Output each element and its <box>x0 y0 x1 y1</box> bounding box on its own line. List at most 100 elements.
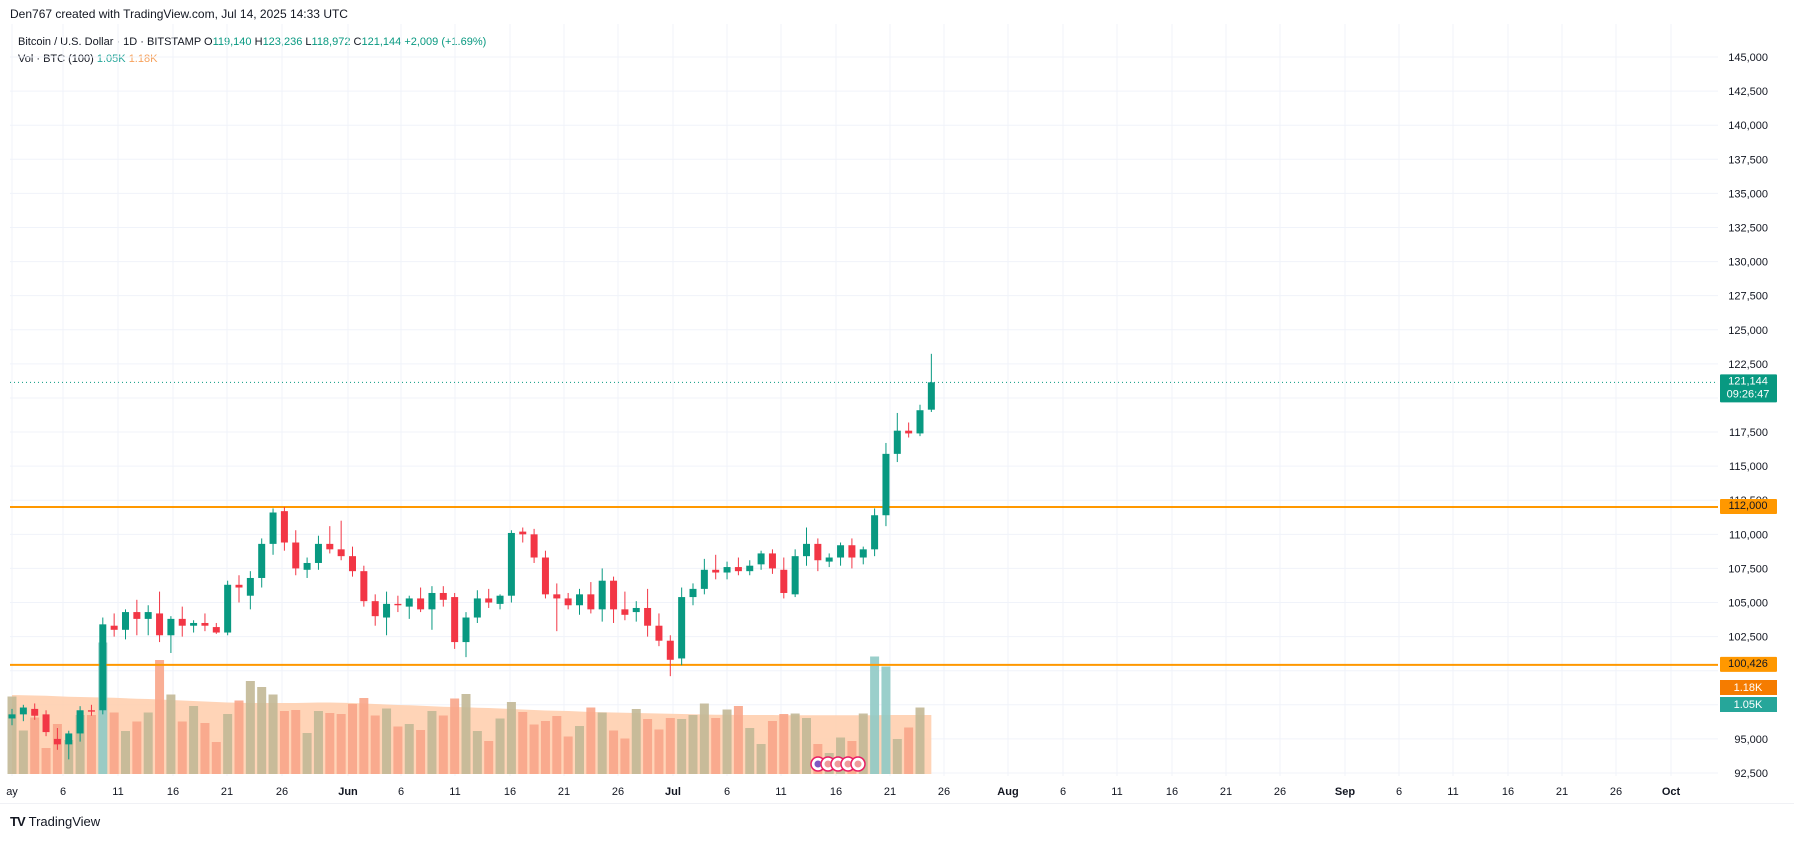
candle-body <box>405 598 413 607</box>
candle-body <box>485 598 493 603</box>
candle-body <box>666 640 674 660</box>
volume-bar <box>767 721 777 774</box>
y-tick-label: 122,500 <box>1728 359 1768 371</box>
price-chart[interactable]: 145,000 142,500 140,000 137,500 135,000 132,5… <box>0 24 1794 804</box>
volume-bar <box>143 712 153 774</box>
volume-bar <box>257 687 267 774</box>
candle-body <box>314 543 322 563</box>
x-tick-label: Oct <box>1662 786 1681 798</box>
volume-bar <box>518 712 528 774</box>
candle-body <box>349 556 356 572</box>
volume-bar <box>802 718 811 774</box>
volume-bar <box>904 727 914 774</box>
candle-body <box>53 738 61 745</box>
volume-bar <box>609 730 619 774</box>
level-badge-text: 112,000 <box>1729 500 1768 512</box>
volume-bar <box>688 715 698 774</box>
volume-bar <box>643 719 653 774</box>
volume-bar <box>348 704 357 774</box>
volume-bar <box>41 748 51 774</box>
x-tick-label: 26 <box>612 786 624 798</box>
volume-bar <box>211 742 221 774</box>
candle-body <box>280 511 288 543</box>
candle-body <box>76 710 84 734</box>
volume-bar <box>484 741 494 774</box>
volume-bar <box>427 711 437 774</box>
candle-body <box>541 557 549 595</box>
candle-body <box>700 569 708 589</box>
y-tick-label: 115,000 <box>1729 461 1768 473</box>
candle-body <box>780 569 788 593</box>
x-tick-label: 11 <box>1447 786 1458 798</box>
candle-body <box>167 618 175 636</box>
candle-body <box>144 612 152 619</box>
x-tick-label: 26 <box>1610 786 1622 798</box>
x-tick-label: 21 <box>221 786 233 798</box>
x-tick-label: 16 <box>167 786 179 798</box>
candle-body <box>439 592 447 600</box>
volume-bar <box>166 694 176 774</box>
volume-label[interactable]: Vol · BTC (100) <box>18 53 94 65</box>
volume-bar <box>30 717 40 774</box>
candle-body <box>746 565 754 572</box>
candle-body <box>8 714 16 719</box>
candle-body <box>507 532 515 596</box>
volume-bar <box>7 696 17 774</box>
candle-body <box>564 598 572 606</box>
x-tick-label: 6 <box>398 786 404 798</box>
level-badge-bg <box>1720 656 1777 672</box>
candle-body <box>31 708 39 716</box>
volume-bar <box>586 707 596 774</box>
volume-bar <box>756 744 766 774</box>
volume-bar <box>552 716 562 774</box>
y-tick-label: 142,500 <box>1728 86 1768 98</box>
volume-ma-badge-text: 1.18K <box>1734 682 1763 694</box>
volume-bar <box>665 718 675 774</box>
candle-body <box>428 592 436 610</box>
price-legend-row: Bitcoin / U.S. Dollar · 1D · BITSTAMP O1… <box>18 34 486 51</box>
y-axis: 145,000 142,500 140,000 137,500 135,000 132,5… <box>1728 52 1768 780</box>
x-tick-label: 6 <box>1060 786 1066 798</box>
candle-body <box>110 625 118 630</box>
candle-body <box>190 622 198 626</box>
candle-body <box>269 512 277 544</box>
volume-bar <box>745 728 755 774</box>
volume-bar <box>245 681 255 774</box>
volume-bar <box>506 702 516 774</box>
volume-bar <box>75 715 85 774</box>
candle-body <box>462 617 470 643</box>
candle-body <box>371 601 379 617</box>
volume-bar <box>915 707 925 774</box>
y-tick-label: 132,500 <box>1728 222 1768 234</box>
y-tick-label: 145,000 <box>1728 52 1768 64</box>
y-tick-label: 137,500 <box>1728 154 1768 166</box>
candle-body <box>519 531 527 535</box>
x-tick-label: 26 <box>1274 786 1286 798</box>
candle-body <box>916 410 924 434</box>
tradingview-brand[interactable]: TV TradingView <box>10 814 100 829</box>
volume-bar <box>540 721 550 774</box>
x-axis: ay 6 11 16 21 26 Jun 6 11 16 21 26 Jul 6 11 16 21 26 Aug 6 1… <box>6 786 1680 798</box>
open-value: 119,140 <box>212 36 252 48</box>
level-badge-bg <box>1720 499 1777 515</box>
volume-bar <box>733 706 743 774</box>
symbol-name[interactable]: Bitcoin / U.S. Dollar · 1D · BITSTAMP <box>18 36 201 48</box>
volume-bar <box>699 703 709 774</box>
volume-bar <box>313 711 323 774</box>
candle-body <box>768 553 776 569</box>
volume-bar <box>200 723 210 774</box>
grid <box>10 24 1718 776</box>
volume-bar <box>722 709 732 774</box>
volume-bar <box>268 694 278 774</box>
candle-body <box>632 607 640 613</box>
volume-bar <box>461 694 471 774</box>
candle-body <box>598 580 606 610</box>
candle-body <box>246 577 254 596</box>
volume-bar <box>450 698 460 774</box>
candle-body <box>156 613 164 636</box>
volume-bar <box>359 698 369 774</box>
candle-body <box>871 515 879 550</box>
volume-badge-text: 1.05K <box>1734 699 1763 711</box>
y-tick-label: 110,000 <box>1729 529 1768 541</box>
close-label: C <box>353 36 362 48</box>
